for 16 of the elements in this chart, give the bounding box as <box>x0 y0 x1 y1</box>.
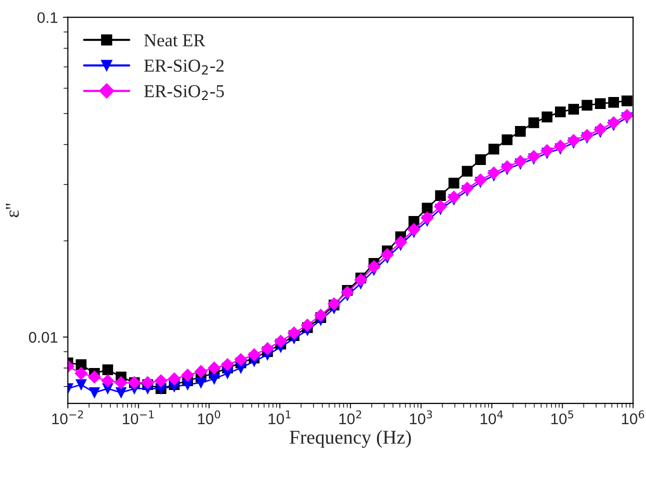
x-tick-label: 10$^{2}$ <box>339 410 362 424</box>
x-tick-label: 10$^{0}$ <box>198 410 220 424</box>
legend-label: Neat ER <box>144 34 206 46</box>
x-tick-label: 10$^{3}$ <box>410 410 432 424</box>
y-tick-label: 0.1 <box>37 12 58 24</box>
x-tick-label: 10$^{4}$ <box>480 410 503 424</box>
x-tick-label: 10$^{−2}$ <box>52 410 83 424</box>
y-axis-title: ε'' <box>6 204 19 218</box>
x-tick-label: 10$^{5}$ <box>551 410 574 424</box>
x-tick-label: 10$^{6}$ <box>622 410 644 424</box>
legend-label: ER-SiO$_{2}$-2 <box>144 60 224 75</box>
legend-label: ER-SiO$_{2}$-5 <box>144 85 224 100</box>
y-tick-label: 0.01 <box>28 332 58 343</box>
x-axis-title: Frequency (Hz) <box>290 430 411 448</box>
x-tick-label: 10$^{−1}$ <box>122 410 154 424</box>
x-tick-label: 10$^{1}$ <box>268 410 291 424</box>
